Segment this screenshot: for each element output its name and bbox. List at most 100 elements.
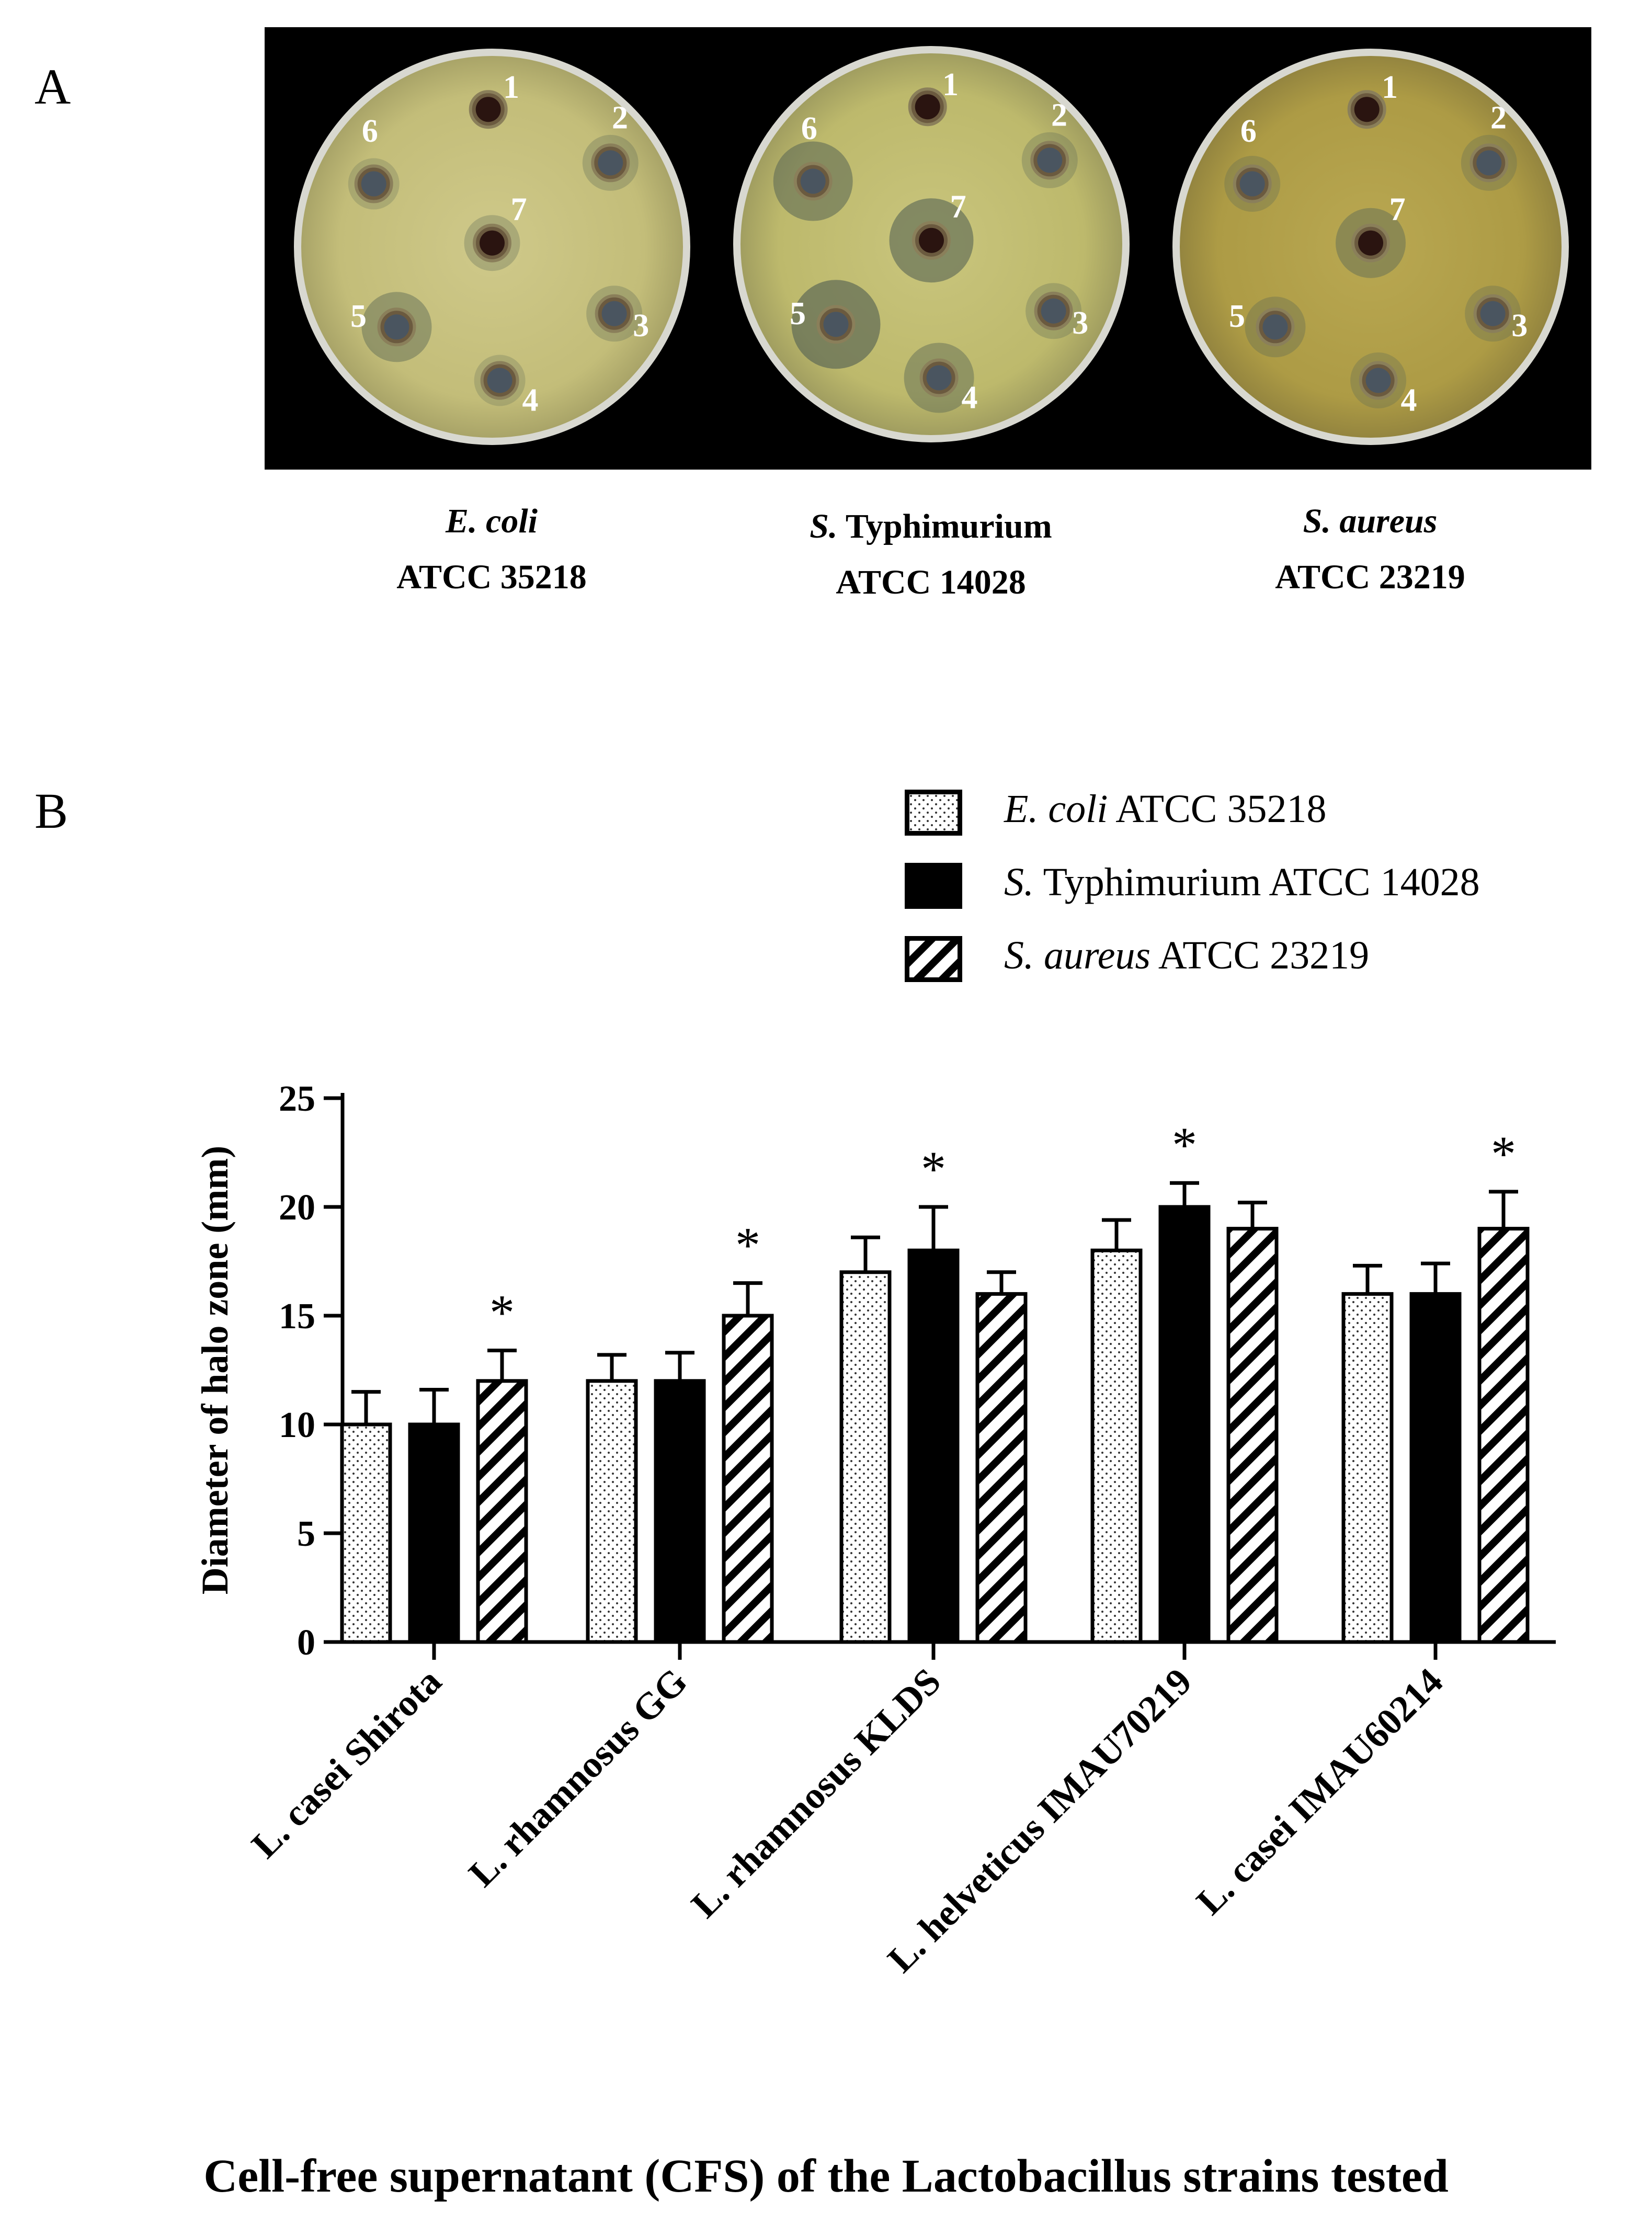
well-number: 1 xyxy=(942,67,959,102)
legend-label-italic: S. xyxy=(1004,860,1034,904)
legend-label-italic: S. aureus xyxy=(1004,933,1151,977)
legend-swatch-solid xyxy=(905,863,962,909)
plate-2-strain: ATCC 14028 xyxy=(836,563,1026,602)
well-center xyxy=(1365,368,1391,393)
y-tick-label: 0 xyxy=(297,1623,315,1663)
bar xyxy=(975,1292,1028,1644)
bar xyxy=(1158,1205,1211,1644)
bar xyxy=(1341,1292,1394,1644)
significance-star: * xyxy=(921,1141,946,1197)
agar-plate: 1 2 3 4 5 6 7 xyxy=(733,46,1130,442)
halo-zone-bar-chart: 0 5 10 15 20 25 Diameter of halo zone (mm) L. c… xyxy=(194,1079,1556,1980)
well-number: 1 xyxy=(1382,70,1398,105)
plate-3-strain: ATCC 23219 xyxy=(1275,558,1465,597)
well-number: 2 xyxy=(1490,100,1507,135)
bar xyxy=(340,1422,392,1644)
agar-plate: 1 2 3 4 5 6 7 xyxy=(1172,49,1569,445)
well-number: 7 xyxy=(1389,192,1406,227)
x-axis-title: Cell-free supernatant (CFS) of the Lacto… xyxy=(203,2150,1449,2202)
well-number: 3 xyxy=(1072,305,1088,341)
bar xyxy=(476,1379,528,1644)
legend-label-rest: ATCC 23219 xyxy=(1150,933,1370,977)
well-center xyxy=(598,150,623,176)
y-axis-title: Diameter of halo zone (mm) xyxy=(194,1146,236,1594)
well-center xyxy=(1037,147,1063,173)
well-number: 5 xyxy=(790,296,806,332)
x-tick-label: L. casei IMAU60214 xyxy=(1188,1660,1451,1923)
well-center xyxy=(475,97,501,122)
well-center xyxy=(1239,171,1265,197)
x-tick-label: L. rhamnosus KLDS xyxy=(683,1660,949,1926)
well-center xyxy=(361,171,386,197)
well-number: 5 xyxy=(350,299,367,334)
well-number: 4 xyxy=(522,383,539,418)
bar xyxy=(839,1270,892,1644)
well-number: 7 xyxy=(950,189,966,225)
agar-plate: 1 2 3 4 5 6 7 xyxy=(294,49,690,445)
well-center xyxy=(1041,298,1066,324)
well-center xyxy=(926,365,952,391)
well-center xyxy=(487,368,512,393)
well-center xyxy=(823,312,849,337)
well-center xyxy=(1480,301,1506,326)
well-number: 6 xyxy=(1240,113,1257,149)
well-center xyxy=(601,301,627,326)
y-tick-label: 10 xyxy=(279,1405,315,1445)
bar xyxy=(1226,1227,1279,1644)
plate-caption-3: S. aureus ATCC 23219 xyxy=(1203,498,1537,600)
legend-swatch-hatch xyxy=(905,936,962,982)
agar-plates-illustration: 1 2 3 4 5 6 7 1 2 3 4 5 6 7 1 2 3 4 5 6 7 xyxy=(294,46,1569,445)
x-tick-label: L. rhamnosus GG xyxy=(461,1660,695,1895)
significance-star: * xyxy=(735,1217,760,1273)
well-center xyxy=(1354,97,1380,122)
x-tick-label: L. casei Shirota xyxy=(244,1660,450,1866)
significance-star: * xyxy=(1491,1126,1516,1182)
well-number: 1 xyxy=(503,70,519,105)
y-tick-label: 25 xyxy=(279,1079,315,1119)
plate-caption-2: S. Typhimurium ATCC 14028 xyxy=(764,503,1098,606)
panel-b-label: B xyxy=(35,783,69,839)
well-number: 2 xyxy=(1051,97,1067,133)
plate-3-organism: S. aureus xyxy=(1303,502,1438,540)
bar xyxy=(722,1314,774,1644)
bar xyxy=(1090,1248,1143,1644)
y-tick-label: 20 xyxy=(279,1188,315,1228)
well-number: 6 xyxy=(362,113,378,149)
well-number: 3 xyxy=(1511,308,1528,344)
bar xyxy=(586,1379,638,1644)
bar xyxy=(654,1379,706,1644)
well-center xyxy=(384,314,409,340)
significance-star: * xyxy=(1172,1117,1197,1173)
well-number: 2 xyxy=(612,100,628,135)
significance-star: * xyxy=(489,1285,515,1341)
well-center xyxy=(915,94,940,120)
plate-1-organism: E. coli xyxy=(446,502,538,540)
well-number: 4 xyxy=(1401,383,1417,418)
well-number: 7 xyxy=(511,192,527,227)
y-tick-label: 5 xyxy=(297,1514,315,1554)
y-tick-label: 15 xyxy=(279,1296,315,1337)
plate-caption-1: E. coli ATCC 35218 xyxy=(324,498,659,600)
well-number: 4 xyxy=(962,380,978,416)
well-number: 5 xyxy=(1229,299,1245,334)
bar xyxy=(1477,1227,1530,1644)
well-number: 6 xyxy=(801,111,817,146)
plate-2-organism: S. xyxy=(810,507,838,545)
panel-a-label: A xyxy=(35,59,71,115)
well-center xyxy=(1262,314,1288,340)
well-center xyxy=(919,227,944,253)
well-center xyxy=(480,230,505,256)
legend-label-italic: E. coli xyxy=(1004,787,1108,831)
plate-2-organism-rest: Typhimurium xyxy=(837,507,1052,545)
bar xyxy=(907,1248,960,1644)
legend-label-rest: ATCC 35218 xyxy=(1108,787,1327,831)
bar xyxy=(1409,1292,1462,1644)
agar-plates-photo: 1 2 3 4 5 6 7 1 2 3 4 5 6 7 1 2 3 4 5 6 7 xyxy=(265,27,1591,470)
legend-label-rest: Typhimurium ATCC 14028 xyxy=(1034,860,1480,904)
well-center xyxy=(1358,230,1383,256)
well-number: 3 xyxy=(633,308,649,344)
well-center xyxy=(1476,150,1502,176)
well-center xyxy=(800,168,826,194)
legend-swatch-dots xyxy=(905,790,962,836)
bar xyxy=(408,1422,460,1644)
